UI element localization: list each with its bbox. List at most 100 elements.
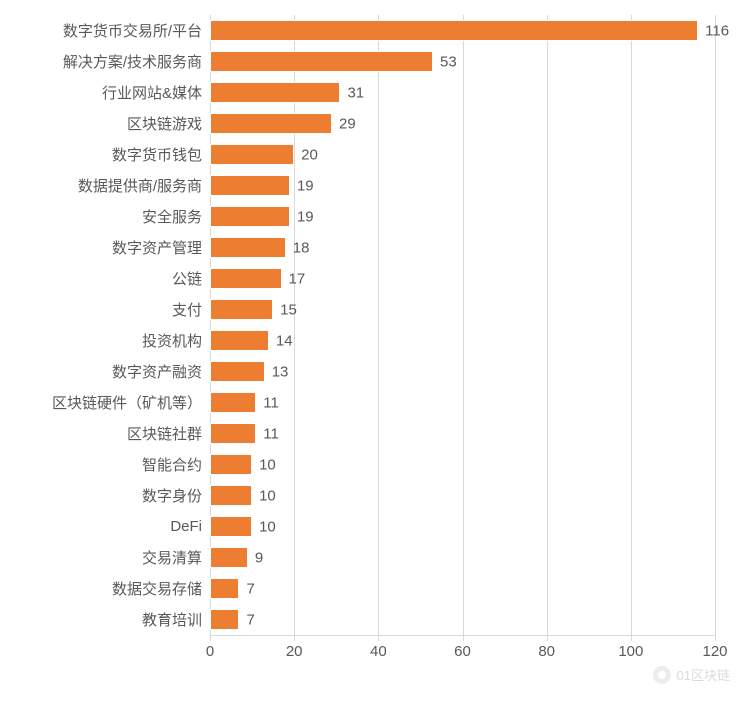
x-tick-label: 40 — [370, 643, 387, 660]
bar-value-label: 7 — [246, 611, 254, 628]
bar: 53 — [210, 51, 433, 72]
bar-value-label: 11 — [263, 394, 279, 411]
x-tick — [715, 635, 716, 641]
bar-row: 区块链硬件（矿机等）11 — [210, 391, 715, 415]
bar: 15 — [210, 299, 273, 320]
bar-row: 行业网站&媒体31 — [210, 81, 715, 105]
bar-category-label: 数字资产融资 — [112, 361, 202, 382]
bar: 19 — [210, 206, 290, 227]
bar-value-label: 9 — [255, 549, 263, 566]
bar-row: 区块链社群11 — [210, 422, 715, 446]
bar: 10 — [210, 485, 252, 506]
bar: 18 — [210, 237, 286, 258]
bar-value-label: 10 — [259, 487, 276, 504]
bar-row: 数字货币钱包20 — [210, 143, 715, 167]
bar-category-label: 公链 — [172, 268, 202, 289]
bar-category-label: 数字资产管理 — [112, 237, 202, 258]
bar-category-label: 区块链游戏 — [127, 113, 202, 134]
bar: 14 — [210, 330, 269, 351]
bar: 11 — [210, 392, 256, 413]
x-tick — [463, 635, 464, 641]
bar: 116 — [210, 20, 698, 41]
bar-row: 公链17 — [210, 267, 715, 291]
bar-value-label: 29 — [339, 115, 356, 132]
bar-row: 数字资产融资13 — [210, 360, 715, 384]
bar-category-label: 数字货币交易所/平台 — [63, 20, 202, 41]
bar-value-label: 13 — [272, 363, 289, 380]
bar: 10 — [210, 516, 252, 537]
x-tick-label: 80 — [538, 643, 555, 660]
bar-value-label: 14 — [276, 332, 293, 349]
bar-row: 解决方案/技术服务商53 — [210, 50, 715, 74]
bar-value-label: 15 — [280, 301, 297, 318]
bar-value-label: 10 — [259, 456, 276, 473]
bar-row: 数据交易存储7 — [210, 577, 715, 601]
x-tick-label: 120 — [702, 643, 727, 660]
bar: 13 — [210, 361, 265, 382]
bar-category-label: 行业网站&媒体 — [102, 82, 202, 103]
x-tick-label: 20 — [286, 643, 303, 660]
x-tick — [210, 635, 211, 641]
bar-category-label: 数据交易存储 — [112, 578, 202, 599]
x-tick — [547, 635, 548, 641]
bar: 29 — [210, 113, 332, 134]
bar: 7 — [210, 609, 239, 630]
bar: 19 — [210, 175, 290, 196]
bar-category-label: 智能合约 — [142, 454, 202, 475]
bar-value-label: 116 — [705, 22, 729, 39]
bar-value-label: 19 — [297, 177, 314, 194]
x-tick — [294, 635, 295, 641]
bar-category-label: 区块链硬件（矿机等） — [52, 392, 202, 413]
bar-category-label: 交易清算 — [142, 547, 202, 568]
bar-row: 支付15 — [210, 298, 715, 322]
bar-row: DeFi10 — [210, 515, 715, 539]
x-tick — [631, 635, 632, 641]
bar-category-label: 投资机构 — [142, 330, 202, 351]
bar-chart: 数字货币交易所/平台116解决方案/技术服务商53行业网站&媒体31区块链游戏2… — [0, 0, 750, 702]
bar-category-label: 数据提供商/服务商 — [78, 175, 202, 196]
x-tick-label: 0 — [206, 643, 214, 660]
bar-value-label: 31 — [347, 84, 364, 101]
bar-row: 智能合约10 — [210, 453, 715, 477]
bar-row: 安全服务19 — [210, 205, 715, 229]
x-axis: 020406080100120 — [210, 635, 715, 665]
bar-row: 投资机构14 — [210, 329, 715, 353]
bar-row: 数字身份10 — [210, 484, 715, 508]
bar-value-label: 53 — [440, 53, 457, 70]
bar-row: 数字资产管理18 — [210, 236, 715, 260]
bar: 11 — [210, 423, 256, 444]
bar: 10 — [210, 454, 252, 475]
x-tick — [378, 635, 379, 641]
bar-value-label: 18 — [293, 239, 310, 256]
bar-row: 区块链游戏29 — [210, 112, 715, 136]
plot-area: 数字货币交易所/平台116 解决方案/技术服务商53 行业网站&媒体31 区块链游戏2… — [210, 15, 715, 635]
bar-row: 教育培训7 — [210, 608, 715, 632]
bar-row: 数字货币交易所/平台116 — [210, 19, 715, 43]
bar-value-label: 10 — [259, 518, 276, 535]
bar-row: 数据提供商/服务商19 — [210, 174, 715, 198]
x-tick-label: 100 — [618, 643, 643, 660]
bar: 20 — [210, 144, 294, 165]
x-tick-label: 60 — [454, 643, 471, 660]
bar: 9 — [210, 547, 248, 568]
bar-value-label: 11 — [263, 425, 279, 442]
bar: 17 — [210, 268, 282, 289]
bar-category-label: DeFi — [170, 518, 202, 535]
watermark: 01区块链 — [653, 665, 730, 684]
watermark-icon — [653, 666, 671, 684]
bar-category-label: 支付 — [172, 299, 202, 320]
bar-category-label: 数字身份 — [142, 485, 202, 506]
bars-group: 数字货币交易所/平台116 解决方案/技术服务商53 行业网站&媒体31 区块链游戏2… — [210, 15, 715, 635]
bar-category-label: 教育培训 — [142, 609, 202, 630]
watermark-text: 01区块链 — [677, 665, 730, 684]
bar: 31 — [210, 82, 340, 103]
bar-category-label: 数字货币钱包 — [112, 144, 202, 165]
bar: 7 — [210, 578, 239, 599]
bar-value-label: 20 — [301, 146, 318, 163]
bar-value-label: 19 — [297, 208, 314, 225]
bar-row: 交易清算9 — [210, 546, 715, 570]
bar-category-label: 安全服务 — [142, 206, 202, 227]
gridline — [715, 15, 716, 635]
bar-value-label: 7 — [246, 580, 254, 597]
bar-category-label: 区块链社群 — [127, 423, 202, 444]
